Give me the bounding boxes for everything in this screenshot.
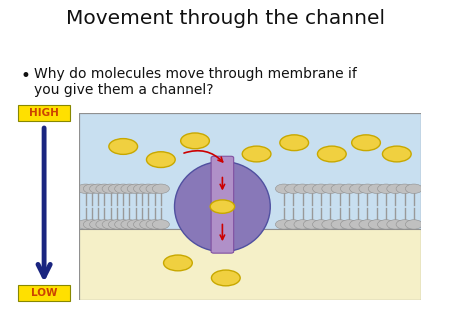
Circle shape [163,255,192,271]
Circle shape [368,220,385,229]
Circle shape [146,220,163,229]
Circle shape [83,184,100,193]
Circle shape [387,184,404,193]
Circle shape [140,184,157,193]
Circle shape [382,146,411,162]
Circle shape [127,220,144,229]
Circle shape [313,220,330,229]
FancyBboxPatch shape [18,105,70,121]
Circle shape [387,220,404,229]
Circle shape [280,135,309,151]
Circle shape [115,184,132,193]
Circle shape [350,184,367,193]
Circle shape [108,184,126,193]
Circle shape [350,220,367,229]
Text: Why do molecules move through membrane if: Why do molecules move through membrane i… [34,67,356,81]
Circle shape [121,184,138,193]
Circle shape [146,152,175,167]
Circle shape [294,220,311,229]
Circle shape [127,184,144,193]
Ellipse shape [175,162,270,252]
Circle shape [152,184,169,193]
Circle shape [359,184,376,193]
Circle shape [294,184,311,193]
Circle shape [77,220,94,229]
Circle shape [115,220,132,229]
Circle shape [396,220,413,229]
Circle shape [405,184,423,193]
Circle shape [285,220,302,229]
Circle shape [317,146,346,162]
Circle shape [146,184,163,193]
Circle shape [378,220,395,229]
Circle shape [134,184,151,193]
Text: LOW: LOW [31,288,57,298]
Circle shape [102,220,119,229]
Circle shape [96,184,113,193]
Circle shape [102,184,119,193]
FancyBboxPatch shape [18,285,70,301]
Bar [79,113,421,229]
Circle shape [121,220,138,229]
Circle shape [212,270,240,286]
Circle shape [285,184,302,193]
Circle shape [331,220,348,229]
Circle shape [322,184,339,193]
Circle shape [275,220,292,229]
Circle shape [90,184,107,193]
Circle shape [322,220,339,229]
Circle shape [109,139,138,154]
Circle shape [359,220,376,229]
Bar [79,229,421,300]
Circle shape [108,220,126,229]
Circle shape [340,220,357,229]
Circle shape [90,220,107,229]
Text: HIGH: HIGH [29,108,59,118]
Circle shape [140,220,157,229]
Circle shape [210,200,234,213]
Circle shape [77,184,94,193]
Circle shape [351,135,380,151]
Text: •: • [20,67,30,85]
Text: Movement through the channel: Movement through the channel [66,9,384,28]
Circle shape [313,184,330,193]
Circle shape [96,220,113,229]
Circle shape [83,220,100,229]
Circle shape [242,146,271,162]
Circle shape [331,184,348,193]
Circle shape [396,184,413,193]
Circle shape [134,220,151,229]
Circle shape [303,184,320,193]
Circle shape [378,184,395,193]
Circle shape [368,184,385,193]
Circle shape [152,220,169,229]
Circle shape [303,220,320,229]
Text: you give them a channel?: you give them a channel? [34,83,213,97]
FancyBboxPatch shape [211,156,234,253]
Circle shape [275,184,292,193]
Circle shape [180,133,209,149]
Circle shape [340,184,357,193]
Circle shape [405,220,423,229]
